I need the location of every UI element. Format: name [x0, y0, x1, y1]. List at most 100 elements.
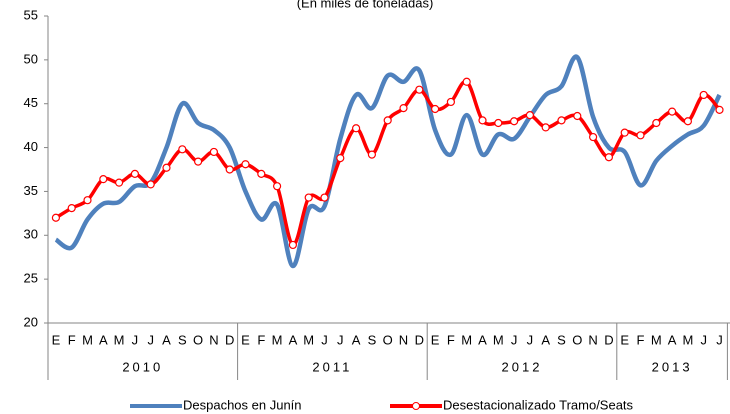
series-marker: [683, 117, 693, 126]
x-tick-label: O: [572, 332, 582, 347]
x-tick-label: M: [114, 332, 125, 347]
series-marker: [636, 131, 645, 140]
series-marker: [304, 193, 313, 202]
x-tick-label: M: [82, 332, 93, 347]
legend-label: Despachos en Junín: [183, 397, 302, 412]
x-tick-label: E: [620, 332, 629, 347]
series-marker: [604, 153, 614, 162]
x-tick-label: F: [637, 332, 645, 347]
x-tick-label: J: [527, 332, 534, 347]
y-tick-label: 35: [24, 183, 38, 198]
series-marker: [130, 169, 139, 178]
x-tick-label: E: [431, 332, 440, 347]
x-tick-label: D: [415, 332, 424, 347]
x-tick-label: S: [557, 332, 566, 347]
x-tick-label: M: [651, 332, 662, 347]
x-tick-label: F: [257, 332, 265, 347]
x-tick-label: A: [99, 332, 108, 347]
x-tick-label: J: [147, 332, 154, 347]
x-tick-label: J: [321, 332, 328, 347]
x-tick-label: M: [303, 332, 314, 347]
series-marker: [652, 118, 661, 128]
series-marker: [367, 150, 376, 159]
y-tick-label: 40: [24, 139, 38, 154]
series-line: [54, 54, 722, 269]
year-label: 2012: [502, 359, 543, 374]
x-tick-label: A: [541, 332, 550, 347]
x-tick-label: A: [478, 332, 487, 347]
x-tick-label: J: [132, 332, 139, 347]
series-marker: [462, 77, 471, 86]
series-marker: [494, 118, 503, 128]
x-tick-label: S: [368, 332, 377, 347]
x-tick-label: N: [399, 332, 408, 347]
x-tick-label: N: [588, 332, 597, 347]
series-marker: [225, 165, 234, 174]
series-marker: [525, 111, 535, 120]
series-line: [54, 79, 721, 247]
series-marker: [67, 203, 76, 213]
series-marker: [320, 193, 329, 202]
x-tick-label: M: [272, 332, 283, 347]
series-marker: [51, 213, 61, 222]
x-tick-label: N: [209, 332, 218, 347]
y-tick-label: 50: [24, 51, 38, 66]
x-tick-label: J: [337, 332, 344, 347]
series-marker: [399, 103, 408, 113]
series-marker: [162, 163, 171, 172]
x-tick-label: A: [289, 332, 298, 347]
chart-title: (En miles de toneladas): [297, 0, 434, 10]
series-marker: [620, 128, 629, 137]
series-marker: [478, 116, 487, 125]
y-tick-label: 55: [24, 7, 38, 22]
series-marker: [114, 178, 124, 187]
series-marker: [431, 104, 440, 114]
x-tick-label: O: [193, 332, 203, 347]
x-tick-label: M: [461, 332, 472, 347]
x-tick-label: D: [604, 332, 613, 347]
series-marker: [273, 182, 282, 191]
series-marker: [541, 123, 550, 132]
x-tick-label: F: [68, 332, 76, 347]
x-tick-label: D: [225, 332, 234, 347]
series-marker: [415, 85, 424, 94]
year-label: 2011: [312, 359, 352, 374]
series-marker: [99, 175, 108, 184]
series-marker: [146, 180, 155, 189]
x-tick-label: S: [178, 332, 187, 347]
x-tick-label: O: [383, 332, 393, 347]
year-label: 2010: [122, 359, 163, 374]
series-marker: [288, 240, 297, 250]
series-marker: [178, 145, 187, 154]
series-marker: [352, 124, 361, 133]
legend-label: Desestacionalizado Tramo/Seats: [443, 397, 634, 412]
series-marker: [509, 117, 519, 126]
x-tick-label: A: [352, 332, 361, 347]
series-marker: [83, 196, 92, 205]
x-tick-label: J: [716, 332, 723, 347]
series-marker: [715, 105, 724, 114]
series-marker: [257, 169, 266, 178]
series-marker: [241, 160, 250, 169]
series-marker: [336, 153, 345, 163]
y-tick-label: 20: [24, 314, 38, 329]
x-tick-label: A: [668, 332, 677, 347]
legend-marker: [412, 402, 420, 410]
x-tick-label: A: [162, 332, 171, 347]
series-marker: [446, 97, 455, 107]
y-tick-label: 45: [24, 95, 38, 110]
x-tick-label: J: [511, 332, 518, 347]
x-tick-label: E: [52, 332, 61, 347]
series-marker: [557, 116, 566, 125]
series-marker: [588, 132, 598, 142]
series-marker: [699, 90, 708, 100]
series-marker: [194, 157, 203, 166]
y-tick-label: 30: [24, 227, 38, 242]
x-tick-label: F: [447, 332, 455, 347]
series-marker: [667, 107, 677, 116]
x-tick-label: M: [682, 332, 693, 347]
series-marker: [573, 111, 582, 121]
x-tick-label: J: [700, 332, 707, 347]
year-label: 2013: [652, 359, 693, 374]
